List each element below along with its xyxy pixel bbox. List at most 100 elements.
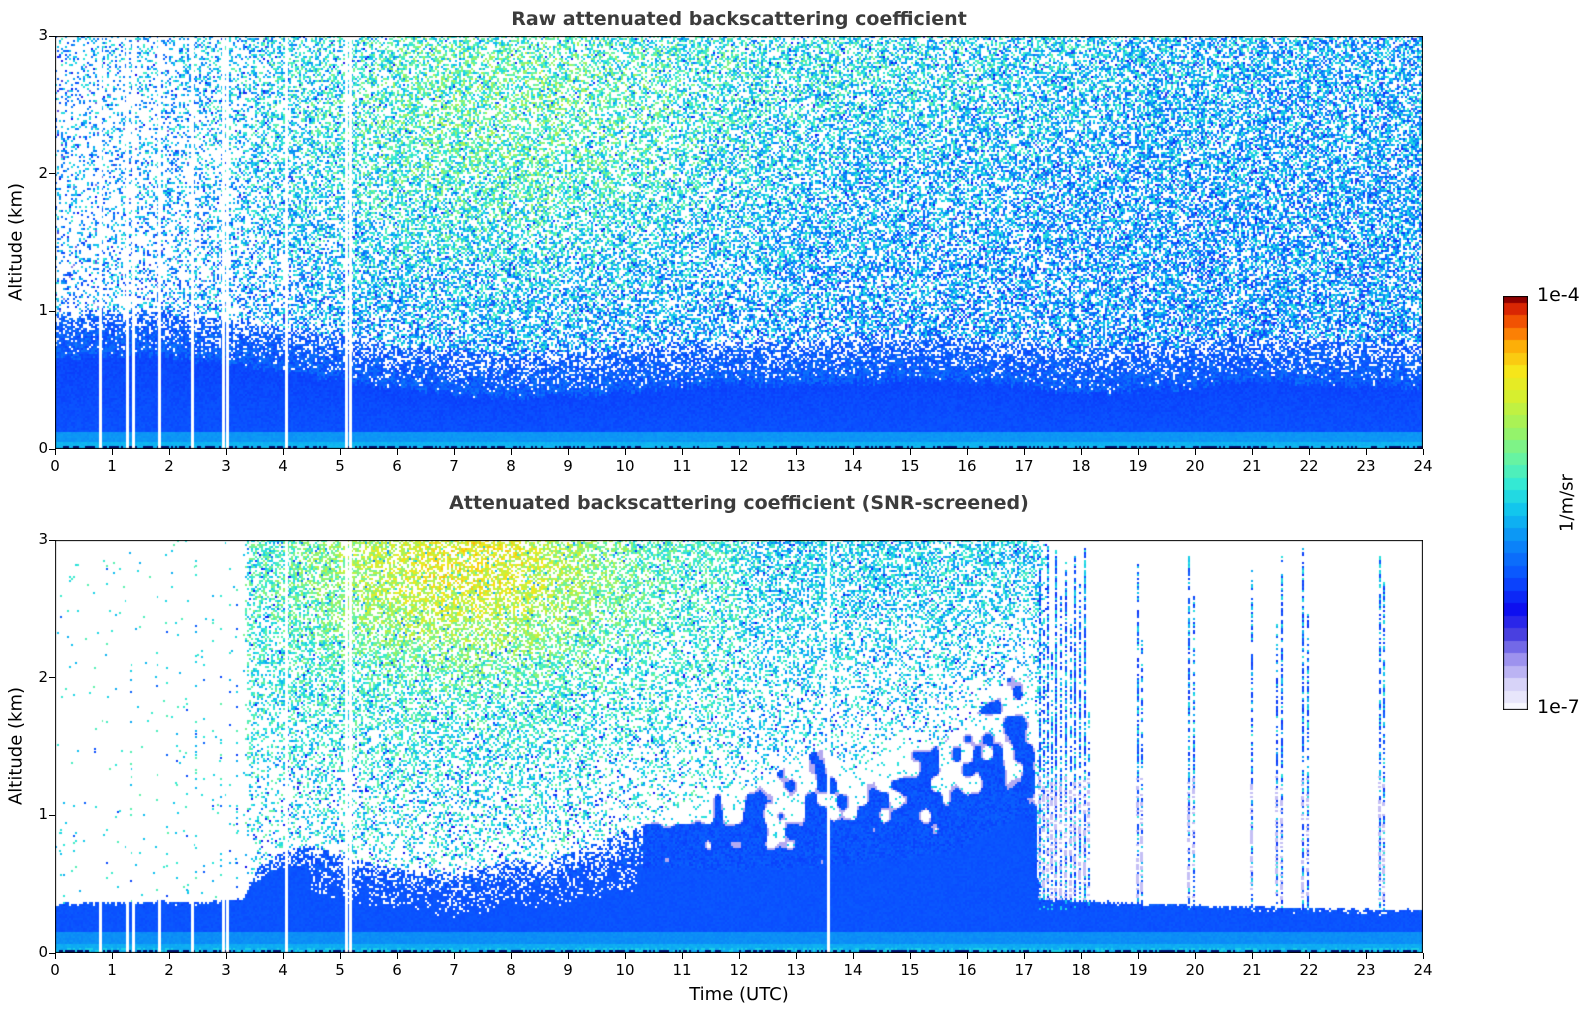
x-axis-label: Time (UTC) [689,984,789,1005]
x-tick [624,449,626,455]
x-tick-label: 21 [1242,961,1262,979]
x-tick [282,953,284,959]
x-tick-label: 6 [392,457,402,475]
y-tick-label: 1 [38,805,48,824]
x-tick-label: 7 [449,457,459,475]
x-tick [852,953,854,959]
x-tick-label: 19 [1128,961,1148,979]
x-tick [738,449,740,455]
x-tick-label: 20 [1185,457,1205,475]
x-tick-label: 22 [1299,961,1319,979]
x-tick [168,449,170,455]
x-tick [681,953,683,959]
y-tick [49,173,55,175]
x-tick [1080,449,1082,455]
x-tick [1422,449,1424,455]
x-tick [54,953,56,959]
x-tick-label: 13 [786,961,806,979]
x-tick-label: 3 [221,961,231,979]
y-tick [49,448,55,450]
x-tick [1137,953,1139,959]
x-tick-label: 21 [1242,457,1262,475]
y-tick [49,310,55,312]
x-tick [966,953,968,959]
x-tick [1194,953,1196,959]
x-tick [225,953,227,959]
x-tick-label: 5 [335,961,345,979]
y-tick [49,952,55,954]
x-tick-label: 17 [1014,961,1034,979]
x-tick-label: 17 [1014,457,1034,475]
x-tick-label: 15 [900,457,920,475]
y-tick-label: 3 [38,530,48,548]
x-tick-label: 9 [563,961,573,979]
colorbar-min-label: 1e-7 [1537,696,1580,718]
screened-y-axis-label: Altitude (km) [5,686,27,806]
x-tick [1080,953,1082,959]
colorbar [1503,296,1528,710]
x-tick-label: 14 [843,961,863,979]
x-tick [738,953,740,959]
x-tick-label: 2 [164,961,174,979]
x-tick-label: 15 [900,961,920,979]
x-tick [111,953,113,959]
x-tick-label: 3 [221,457,231,475]
x-tick [453,953,455,959]
raw-y-axis-label: Altitude (km) [5,182,27,302]
x-tick [339,953,341,959]
x-tick [681,449,683,455]
x-tick [396,953,398,959]
x-tick-label: 14 [843,457,863,475]
y-tick [49,677,55,679]
x-tick [282,449,284,455]
x-tick [396,449,398,455]
x-tick-label: 24 [1413,961,1433,979]
x-tick-label: 0 [50,961,60,979]
y-tick [49,35,55,37]
x-tick-label: 9 [563,457,573,475]
x-tick [1308,953,1310,959]
x-tick-label: 18 [1071,961,1091,979]
x-tick-label: 18 [1071,457,1091,475]
x-tick [111,449,113,455]
x-tick [1137,449,1139,455]
x-tick [510,449,512,455]
x-tick [852,449,854,455]
x-tick-label: 4 [278,457,288,475]
panel-raw-title: Raw attenuated backscattering coefficien… [511,8,967,30]
x-tick-label: 24 [1413,457,1433,475]
x-tick-label: 4 [278,961,288,979]
x-tick-label: 13 [786,457,806,475]
y-tick-label: 0 [38,943,48,961]
colorbar-unit-label: 1/m/sr [1556,474,1578,532]
x-tick-label: 10 [615,457,635,475]
x-tick [795,449,797,455]
panel-screened-title: Attenuated backscattering coefficient (S… [449,492,1029,514]
x-tick-label: 19 [1128,457,1148,475]
x-tick-label: 12 [729,457,749,475]
x-tick [1194,449,1196,455]
x-tick [225,449,227,455]
x-tick [1365,953,1367,959]
x-tick [1365,449,1367,455]
x-tick-label: 8 [506,457,516,475]
x-tick [1422,953,1424,959]
x-tick-label: 1 [107,961,117,979]
y-tick [49,814,55,816]
x-tick [510,953,512,959]
x-tick-label: 6 [392,961,402,979]
x-tick [567,449,569,455]
y-tick-label: 3 [38,26,48,44]
x-tick [966,449,968,455]
x-tick [567,953,569,959]
x-tick [624,953,626,959]
x-tick-label: 7 [449,961,459,979]
x-tick-label: 8 [506,961,516,979]
x-tick-label: 11 [672,961,692,979]
x-tick [1251,449,1253,455]
x-tick [909,449,911,455]
x-tick [1308,449,1310,455]
x-tick [909,953,911,959]
x-tick-label: 2 [164,457,174,475]
colorbar-max-label: 1e-4 [1537,284,1580,306]
